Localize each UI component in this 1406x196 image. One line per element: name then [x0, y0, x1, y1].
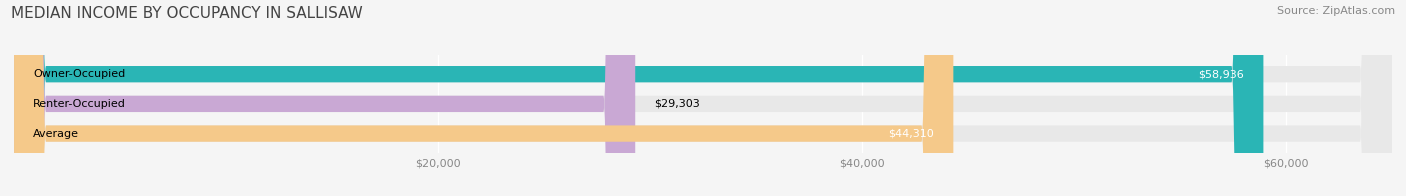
FancyBboxPatch shape: [14, 0, 1264, 196]
FancyBboxPatch shape: [14, 0, 636, 196]
Text: $58,936: $58,936: [1198, 69, 1244, 79]
Text: Source: ZipAtlas.com: Source: ZipAtlas.com: [1277, 6, 1395, 16]
Text: Owner-Occupied: Owner-Occupied: [34, 69, 125, 79]
FancyBboxPatch shape: [14, 0, 1392, 196]
Text: $44,310: $44,310: [889, 129, 934, 139]
Text: Average: Average: [34, 129, 79, 139]
Text: $29,303: $29,303: [654, 99, 700, 109]
Text: Renter-Occupied: Renter-Occupied: [34, 99, 127, 109]
FancyBboxPatch shape: [14, 0, 953, 196]
FancyBboxPatch shape: [14, 0, 1392, 196]
FancyBboxPatch shape: [14, 0, 1392, 196]
Text: MEDIAN INCOME BY OCCUPANCY IN SALLISAW: MEDIAN INCOME BY OCCUPANCY IN SALLISAW: [11, 6, 363, 21]
